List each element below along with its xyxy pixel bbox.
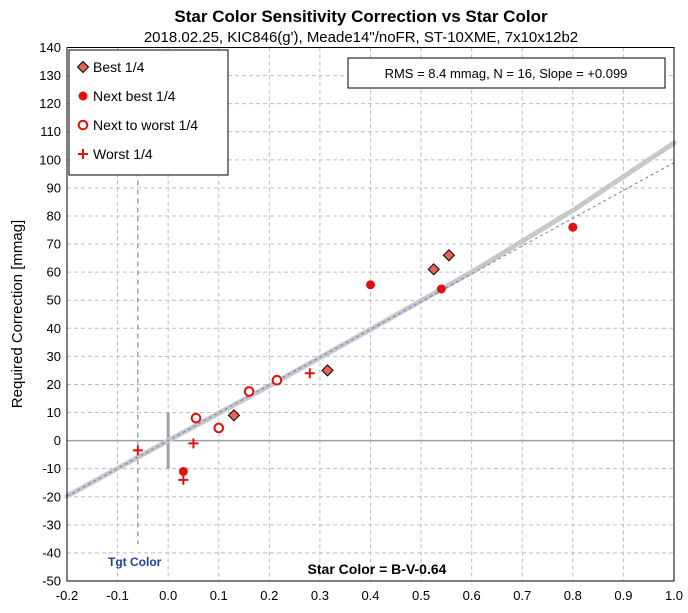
y-tick-label: 50 xyxy=(47,293,61,308)
y-tick-label: 30 xyxy=(47,349,61,364)
target-color-label: Tgt Color xyxy=(108,555,162,569)
x-tick-label: 0.7 xyxy=(513,588,531,603)
linear-fit-line xyxy=(66,162,675,497)
x-tick-label: 0.3 xyxy=(311,588,329,603)
plot-frame xyxy=(66,47,675,582)
stats-text: RMS = 8.4 mmag, N = 16, Slope = +0.099 xyxy=(385,66,628,81)
x-tick-label: 0.1 xyxy=(210,588,228,603)
x-tick-label: 0.9 xyxy=(614,588,632,603)
data-point xyxy=(366,280,375,290)
y-tick-label: 110 xyxy=(40,124,61,139)
chart-title: Star Color Sensitivity Correction vs Sta… xyxy=(174,7,548,26)
legend-marker xyxy=(78,91,88,101)
x-tick-label: 0.0 xyxy=(159,588,177,603)
x-tick-label: 0.2 xyxy=(260,588,278,603)
y-tick-label: 10 xyxy=(47,405,61,420)
data-point xyxy=(188,438,199,449)
data-point xyxy=(427,263,440,276)
y-tick-label: -30 xyxy=(42,517,61,532)
data-point xyxy=(213,422,225,434)
y-axis-label: Required Correction [mmag] xyxy=(9,220,26,408)
x-tick-label: 0.4 xyxy=(361,588,379,603)
legend-label: Worst 1/4 xyxy=(93,146,153,162)
data-point xyxy=(243,386,255,397)
stats-box-frame xyxy=(347,57,666,89)
data-point xyxy=(178,474,189,485)
y-tick-label: 70 xyxy=(47,237,61,252)
stats-box: RMS = 8.4 mmag, N = 16, Slope = +0.099 xyxy=(347,57,666,89)
x-tick-label: 0.5 xyxy=(412,588,430,603)
x-tick-label: 0.8 xyxy=(564,588,582,603)
legend-marker xyxy=(77,119,89,131)
data-point xyxy=(227,409,241,422)
x-axis-label: Star Color = B-V-0.64 xyxy=(308,561,447,577)
data-points xyxy=(132,222,578,485)
y-tick-label: 80 xyxy=(47,208,61,223)
data-point xyxy=(178,466,188,476)
legend-label: Best 1/4 xyxy=(93,59,145,75)
data-point xyxy=(321,364,334,377)
y-tick-label: 100 xyxy=(39,152,61,167)
legend-label: Next best 1/4 xyxy=(93,88,176,104)
y-tick-label: 60 xyxy=(47,265,61,280)
legend: Best 1/4 Next best 1/4 Next to worst 1/4 Wo… xyxy=(68,49,229,176)
legend-marker xyxy=(76,60,90,74)
y-tick-label: 20 xyxy=(47,377,61,392)
y-tick-label: -40 xyxy=(42,545,61,560)
x-tick-label: -0.1 xyxy=(106,588,128,603)
data-point xyxy=(442,249,456,262)
data-point xyxy=(132,445,143,456)
chart-subtitle: 2018.02.25, KIC846(g'), Meade14"/noFR, S… xyxy=(144,29,578,46)
fit-lines xyxy=(64,140,677,499)
y-tick-label: -50 xyxy=(42,574,61,589)
y-tick-label: 40 xyxy=(47,321,61,336)
y-tick-label: -10 xyxy=(42,461,61,476)
y-tick-label: 0 xyxy=(54,433,61,448)
x-tick-labels: -0.2 -0.1 0.0 0.1 0.2 0.3 0.4 0.5 0.6 0.7 0.8 0.9 1.… xyxy=(56,588,683,603)
data-point xyxy=(436,284,446,294)
legend-marker xyxy=(78,149,88,159)
x-tick-label: 1.0 xyxy=(665,588,683,603)
y-tick-label: 130 xyxy=(39,68,61,83)
legend-label: Next to worst 1/4 xyxy=(93,117,198,133)
y-tick-label: -20 xyxy=(42,489,61,504)
data-point xyxy=(568,222,578,232)
data-point xyxy=(271,374,283,386)
y-tick-label: 120 xyxy=(39,96,61,111)
x-tick-label: -0.2 xyxy=(56,588,78,603)
y-tick-label: 90 xyxy=(47,180,61,195)
data-point xyxy=(190,412,202,424)
y-tick-labels: -50 -40 -30 -20 -10 0 10 20 30 40 50 60 70 80 90 100 110… xyxy=(39,40,61,589)
y-tick-label: 140 xyxy=(39,40,61,55)
data-point xyxy=(304,368,315,379)
x-tick-label: 0.6 xyxy=(463,588,481,603)
legend-frame xyxy=(68,49,229,176)
